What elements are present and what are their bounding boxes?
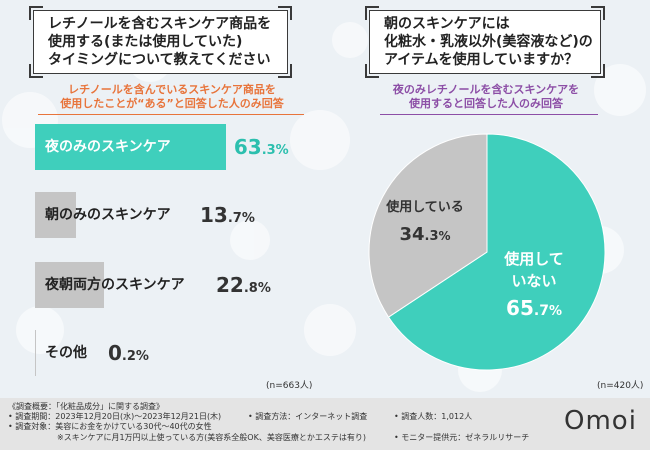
bar-value-dec: .8%	[243, 281, 271, 296]
bar-value-dec: .2%	[121, 349, 149, 364]
pie-label-used: 使用している	[386, 200, 464, 215]
right-question-line: アイテムを使用していますか？	[384, 52, 579, 68]
bar-value-int: 63	[233, 135, 262, 159]
bar	[35, 124, 226, 170]
footer-survey-period: • 調査期間：2023年12月20日(水)～2023年12月21日(木)	[8, 412, 222, 421]
left-question-line: 使用する(または使用していた)	[48, 34, 243, 50]
bar-value: 13.7%	[200, 204, 255, 230]
footer-survey-note: ※スキンケアに月1万円以上使っている方(美容系全般OK、美容医療とかエステは有り…	[57, 433, 366, 442]
right-subtitle-rule	[380, 114, 598, 115]
footer-survey-title: 《調査概要：「化粧品成分」に関する調査》	[8, 402, 164, 411]
left-subtitle-rule	[38, 114, 304, 115]
pie-value-used-dec: .3	[424, 229, 439, 244]
footer-survey-method: • 調査方法：インターネット調査	[248, 412, 368, 421]
pie-value-used: 34.3%	[373, 224, 477, 245]
pie-label-not-used: 使用して いない	[498, 248, 570, 292]
footer	[0, 398, 650, 450]
bar	[35, 262, 104, 308]
right-question-box: 朝のスキンケアには 化粧水・乳液以外(美容液など)の アイテムを使用していますか…	[365, 6, 605, 78]
omoi-logo: Omoi	[564, 406, 637, 436]
bar-value: 22.8%	[216, 274, 271, 300]
bar	[35, 330, 36, 376]
pie-value-not-used-dec: .7	[533, 303, 549, 319]
bar-value-dec: .3%	[261, 143, 289, 158]
pie-label-not-used-line: いない	[511, 272, 557, 290]
bar-value-int: 22	[216, 273, 244, 297]
pie-value-not-used: 65.7%	[498, 296, 570, 320]
pie-value-not-used-int: 65	[506, 296, 534, 320]
bar-chart: 夜のみのスキンケア 63.3% 朝のみのスキンケア 13.7% 夜朝両方のスキンケア 22…	[35, 124, 289, 376]
pie-slice	[368, 133, 488, 318]
pie-chart	[368, 133, 606, 371]
left-subtitle: レチノールを含んでいるスキンケア商品を 使用したことが“ある”と回答した人のみ回…	[38, 83, 306, 111]
bar-value-dec: .7%	[227, 211, 255, 226]
bar-label: 夜のみのスキンケア	[45, 139, 171, 155]
pie-slice	[387, 133, 606, 371]
bar-value-int: 0	[108, 341, 122, 365]
bar	[35, 192, 77, 238]
footer-survey-target: • 調査対象：美容にお金をかけている30代～40代の女性	[8, 422, 212, 431]
bar-value: 0.2%	[108, 342, 149, 368]
bar-value: 63.3%	[234, 136, 289, 162]
right-sample-size: (n=420人)	[597, 381, 644, 391]
left-question-line: レチノールを含むスキンケア商品を	[48, 16, 272, 32]
right-subtitle-line: 夜のみレチノールを含むスキンケアを	[392, 83, 580, 96]
left-question-line: タイミングについて教えてください	[48, 52, 271, 68]
right-question-line: 化粧水・乳液以外(美容液など)の	[384, 34, 593, 50]
pie-label-not-used-line: 使用して	[504, 250, 564, 268]
bar-label: 夜朝両方のスキンケア	[45, 277, 185, 293]
bar-value-int: 13	[200, 203, 228, 227]
right-question-line: 朝のスキンケアには	[384, 16, 510, 32]
left-sample-size: (n=663人)	[266, 381, 313, 391]
pie-value-not-used-unit: %	[548, 304, 562, 319]
left-subtitle-line: 使用したことが“ある”と回答した人のみ回答	[60, 97, 284, 110]
left-question-box: レチノールを含むスキンケア商品を 使用する(または使用していた) タイミングにつ…	[29, 6, 292, 78]
footer-survey-count: • 調査人数：1,012人	[394, 412, 473, 421]
right-subtitle: 夜のみレチノールを含むスキンケアを 使用すると回答した人のみ回答	[372, 83, 600, 111]
footer-monitor-provider: • モニター提供元：ゼネラルリサーチ	[394, 433, 530, 442]
pie-value-used-unit: %	[438, 229, 451, 243]
right-subtitle-line: 使用すると回答した人のみ回答	[409, 97, 563, 110]
bar-label: 朝のみのスキンケア	[45, 207, 171, 223]
left-subtitle-line: レチノールを含んでいるスキンケア商品を	[68, 83, 276, 96]
bar-label: その他	[45, 345, 87, 361]
pie-value-used-int: 34	[399, 224, 425, 245]
